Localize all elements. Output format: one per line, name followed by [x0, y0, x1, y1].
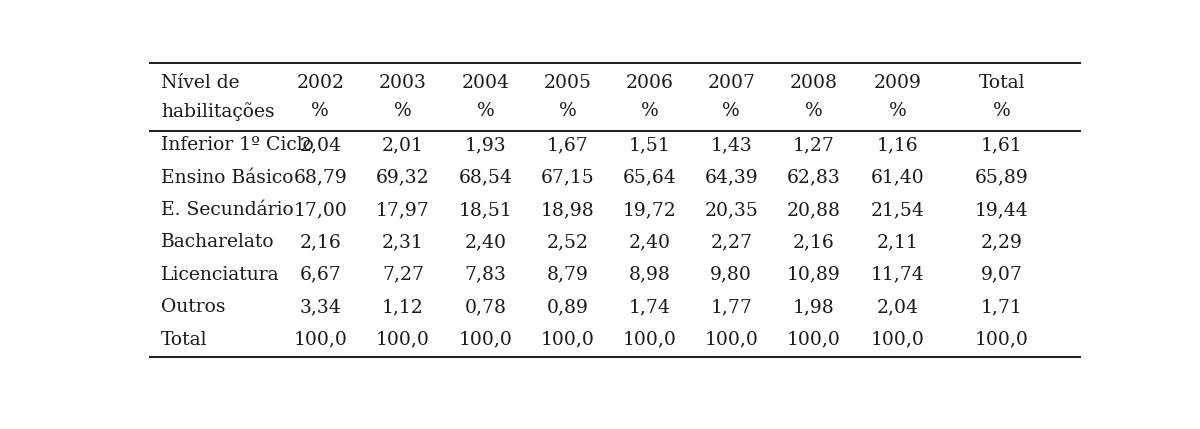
- Text: 100,0: 100,0: [541, 330, 594, 348]
- Text: 2,11: 2,11: [877, 233, 918, 251]
- Text: 2,27: 2,27: [710, 233, 752, 251]
- Text: 2,52: 2,52: [546, 233, 588, 251]
- Text: 2009: 2009: [874, 74, 922, 92]
- Text: E. Secundário: E. Secundário: [161, 201, 294, 219]
- Text: 10,89: 10,89: [787, 266, 841, 284]
- Text: 100,0: 100,0: [704, 330, 758, 348]
- Text: 67,15: 67,15: [541, 169, 594, 187]
- Text: 1,71: 1,71: [982, 298, 1022, 316]
- Text: %: %: [994, 102, 1010, 120]
- Text: 1,74: 1,74: [629, 298, 671, 316]
- Text: 1,67: 1,67: [547, 136, 588, 154]
- Text: Licenciatura: Licenciatura: [161, 266, 280, 284]
- Text: 2002: 2002: [296, 74, 344, 92]
- Text: %: %: [394, 102, 412, 120]
- Text: 68,54: 68,54: [458, 169, 512, 187]
- Text: 17,00: 17,00: [293, 201, 347, 219]
- Text: 100,0: 100,0: [293, 330, 347, 348]
- Text: 2005: 2005: [544, 74, 592, 92]
- Text: 1,43: 1,43: [710, 136, 752, 154]
- Text: %: %: [805, 102, 823, 120]
- Text: 2,01: 2,01: [382, 136, 424, 154]
- Text: 1,12: 1,12: [382, 298, 424, 316]
- Text: 2,31: 2,31: [382, 233, 424, 251]
- Text: %: %: [311, 102, 329, 120]
- Text: 0,78: 0,78: [464, 298, 506, 316]
- Text: 19,72: 19,72: [623, 201, 677, 219]
- Text: 61,40: 61,40: [871, 169, 924, 187]
- Text: 2,29: 2,29: [980, 233, 1022, 251]
- Text: %: %: [559, 102, 576, 120]
- Text: 2004: 2004: [462, 74, 510, 92]
- Text: 21,54: 21,54: [871, 201, 925, 219]
- Text: 1,77: 1,77: [710, 298, 752, 316]
- Text: 1,27: 1,27: [793, 136, 835, 154]
- Text: Nível de: Nível de: [161, 74, 240, 92]
- Text: 8,79: 8,79: [547, 266, 588, 284]
- Text: 65,89: 65,89: [976, 169, 1028, 187]
- Text: 1,51: 1,51: [629, 136, 671, 154]
- Text: 62,83: 62,83: [787, 169, 841, 187]
- Text: 2,04: 2,04: [877, 298, 919, 316]
- Text: 18,51: 18,51: [458, 201, 512, 219]
- Text: 1,98: 1,98: [793, 298, 835, 316]
- Text: %: %: [641, 102, 659, 120]
- Text: 2,40: 2,40: [629, 233, 671, 251]
- Text: %: %: [889, 102, 906, 120]
- Text: %: %: [476, 102, 494, 120]
- Text: 2,16: 2,16: [299, 233, 341, 251]
- Text: 2007: 2007: [707, 74, 755, 92]
- Text: 20,88: 20,88: [787, 201, 841, 219]
- Text: 11,74: 11,74: [871, 266, 924, 284]
- Text: 100,0: 100,0: [623, 330, 677, 348]
- Text: 19,44: 19,44: [976, 201, 1028, 219]
- Text: 69,32: 69,32: [376, 169, 430, 187]
- Text: 8,98: 8,98: [629, 266, 671, 284]
- Text: Bacharelato: Bacharelato: [161, 233, 275, 251]
- Text: 2,40: 2,40: [464, 233, 506, 251]
- Text: 100,0: 100,0: [376, 330, 430, 348]
- Text: 2003: 2003: [379, 74, 427, 92]
- Text: 20,35: 20,35: [704, 201, 758, 219]
- Text: 2008: 2008: [790, 74, 838, 92]
- Text: %: %: [722, 102, 740, 120]
- Text: 1,16: 1,16: [877, 136, 918, 154]
- Text: Inferior 1º Ciclo: Inferior 1º Ciclo: [161, 136, 314, 154]
- Text: 9,07: 9,07: [980, 266, 1022, 284]
- Text: 6,67: 6,67: [299, 266, 341, 284]
- Text: 18,98: 18,98: [541, 201, 594, 219]
- Text: 100,0: 100,0: [787, 330, 841, 348]
- Text: 100,0: 100,0: [458, 330, 512, 348]
- Text: 64,39: 64,39: [704, 169, 758, 187]
- Text: Outros: Outros: [161, 298, 226, 316]
- Text: 1,61: 1,61: [982, 136, 1022, 154]
- Text: 100,0: 100,0: [974, 330, 1028, 348]
- Text: Total: Total: [161, 330, 208, 348]
- Text: 7,27: 7,27: [382, 266, 424, 284]
- Text: Total: Total: [979, 74, 1025, 92]
- Text: Ensino Básico: Ensino Básico: [161, 169, 294, 187]
- Text: 2006: 2006: [625, 74, 673, 92]
- Text: 2,04: 2,04: [299, 136, 341, 154]
- Text: 68,79: 68,79: [293, 169, 347, 187]
- Text: 2,16: 2,16: [793, 233, 835, 251]
- Text: 0,89: 0,89: [547, 298, 588, 316]
- Text: 9,80: 9,80: [710, 266, 752, 284]
- Text: 1,93: 1,93: [464, 136, 506, 154]
- Text: 17,97: 17,97: [376, 201, 430, 219]
- Text: 100,0: 100,0: [871, 330, 925, 348]
- Text: 65,64: 65,64: [623, 169, 677, 187]
- Text: 7,83: 7,83: [464, 266, 506, 284]
- Text: 3,34: 3,34: [299, 298, 341, 316]
- Text: habilitações: habilitações: [161, 102, 275, 121]
